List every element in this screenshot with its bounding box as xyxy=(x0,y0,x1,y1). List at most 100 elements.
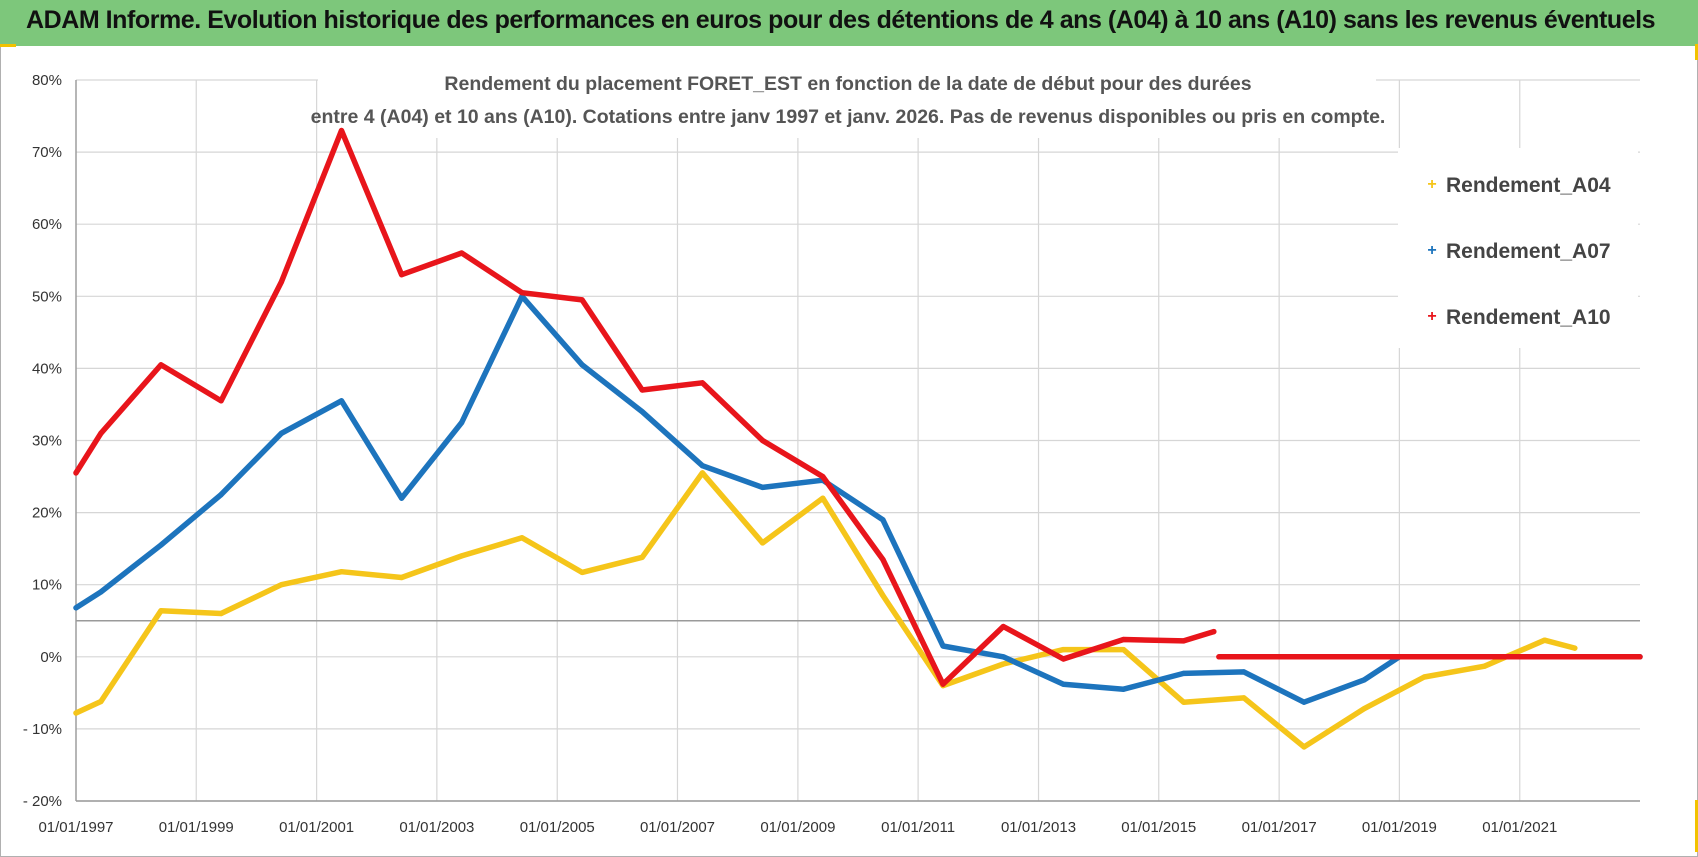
legend-label: Rendement_A10 xyxy=(1446,306,1611,329)
axes: 80% 70% 60% 50% 40% 30% 20% 10% 0% - 10% - 20% 01/0… xyxy=(23,72,1640,836)
data-point xyxy=(639,387,645,393)
series-lines xyxy=(73,127,1643,750)
data-point xyxy=(1211,629,1217,635)
data-point xyxy=(459,419,465,426)
data-point xyxy=(880,556,886,563)
legend-marker: + xyxy=(1427,308,1436,325)
data-point xyxy=(338,398,345,404)
data-point xyxy=(1572,645,1578,651)
y-tick-label: 40% xyxy=(32,360,62,377)
data-point xyxy=(820,474,826,480)
data-point xyxy=(1421,674,1427,680)
data-point xyxy=(1301,744,1307,750)
data-point xyxy=(98,430,104,436)
corner-mark-top-right xyxy=(1695,44,1698,60)
data-point xyxy=(1120,686,1127,692)
y-tick-label: 0% xyxy=(40,649,62,666)
data-point xyxy=(73,470,79,476)
data-point xyxy=(760,437,766,444)
data-point xyxy=(338,127,345,134)
data-point xyxy=(1000,654,1006,660)
data-point xyxy=(399,272,405,278)
data-point xyxy=(639,409,645,415)
chart-title-line2: entre 4 (A04) et 10 ans (A10). Cotations… xyxy=(311,106,1386,128)
data-point xyxy=(1060,681,1066,687)
data-point xyxy=(820,495,826,501)
y-tick-label: 60% xyxy=(32,216,62,233)
data-point xyxy=(218,492,224,498)
y-tick-label: - 20% xyxy=(23,793,62,810)
data-point xyxy=(760,484,766,490)
data-point xyxy=(880,592,886,599)
data-point xyxy=(278,430,284,436)
data-point xyxy=(158,608,164,614)
chart-title-line1: Rendement du placement FORET_EST en fonc… xyxy=(444,73,1251,95)
x-tick-label: 01/01/2015 xyxy=(1121,819,1196,836)
header-banner: ADAM Informe. Evolution historique des p… xyxy=(0,0,1698,46)
corner-mark-top-left xyxy=(0,44,16,47)
y-tick-label: 30% xyxy=(32,433,62,450)
data-point xyxy=(1301,699,1307,705)
data-point xyxy=(579,297,585,303)
data-point xyxy=(880,517,886,523)
data-point xyxy=(218,398,224,404)
data-point xyxy=(459,250,465,256)
data-point xyxy=(1481,663,1488,669)
y-tick-label: - 10% xyxy=(23,721,62,738)
data-point xyxy=(73,710,79,716)
legend-marker: + xyxy=(1427,242,1436,259)
data-point xyxy=(158,542,164,548)
data-point xyxy=(519,535,525,541)
data-point xyxy=(218,610,224,617)
data-point xyxy=(338,569,345,575)
legend: + Rendement_A04 + Rendement_A07 + Rendement_A… xyxy=(1398,148,1638,348)
corner-mark-bottom-right xyxy=(1695,800,1698,852)
data-point xyxy=(1542,637,1548,643)
data-point xyxy=(1361,677,1367,683)
data-point xyxy=(579,362,585,368)
banner-title: ADAM Informe. Evolution historique des p… xyxy=(26,6,1656,34)
data-point xyxy=(1181,638,1187,644)
x-tick-label: 01/01/2021 xyxy=(1482,819,1557,836)
legend-label: Rendement_A04 xyxy=(1446,174,1611,197)
y-tick-label: 80% xyxy=(32,72,62,89)
data-point xyxy=(1120,636,1127,643)
y-tick-label: 70% xyxy=(32,144,62,161)
legend-marker: + xyxy=(1427,176,1436,193)
data-point xyxy=(1000,661,1006,667)
data-point xyxy=(73,605,79,611)
data-point xyxy=(519,290,525,296)
data-point xyxy=(1120,647,1127,653)
data-point xyxy=(278,582,284,588)
x-tick-label: 01/01/1999 xyxy=(159,819,234,836)
data-point xyxy=(1637,654,1643,660)
data-point xyxy=(1216,654,1222,660)
data-point xyxy=(1361,706,1367,712)
x-tick-label: 01/01/2003 xyxy=(399,819,474,836)
data-point xyxy=(98,698,104,705)
x-tick-label: 01/01/2017 xyxy=(1242,819,1317,836)
data-point xyxy=(278,279,284,285)
data-point xyxy=(399,574,405,581)
data-point xyxy=(1181,670,1187,677)
data-point xyxy=(1000,623,1006,630)
data-point xyxy=(1241,695,1247,701)
x-tick-label: 01/01/2013 xyxy=(1001,819,1076,836)
data-point xyxy=(699,380,706,386)
data-point xyxy=(98,589,104,595)
y-tick-label: 20% xyxy=(32,505,62,522)
x-tick-label: 01/01/2011 xyxy=(881,819,955,836)
data-point xyxy=(940,643,946,649)
data-point xyxy=(699,463,706,469)
y-tick-label: 10% xyxy=(32,577,62,594)
chart-title-background xyxy=(318,62,1376,138)
x-tick-label: 01/01/2019 xyxy=(1362,819,1437,836)
data-point xyxy=(1060,647,1066,653)
data-point xyxy=(760,540,766,546)
x-tick-label: 01/01/2005 xyxy=(520,819,595,836)
series-line-rendement_a07 xyxy=(73,293,1643,705)
data-point xyxy=(639,554,645,560)
data-point xyxy=(940,681,946,687)
